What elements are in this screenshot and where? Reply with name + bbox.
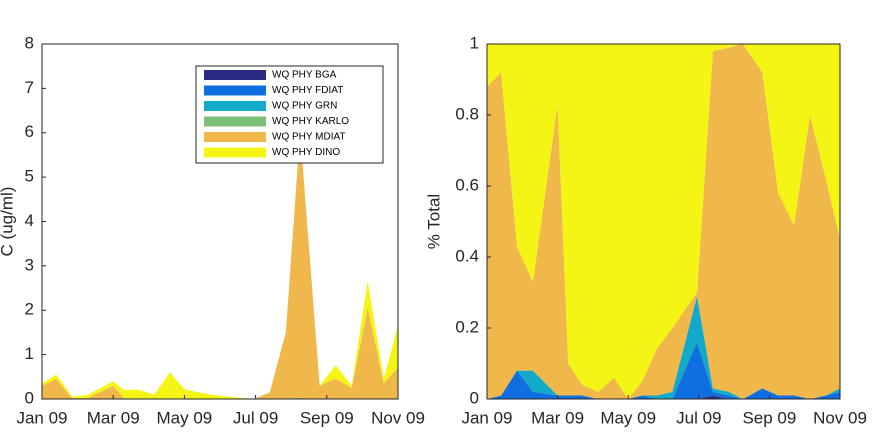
y-tick-label: 8: [25, 33, 34, 52]
legend-swatch: [204, 147, 266, 158]
y-axis-label: C (ug/ml): [0, 187, 16, 257]
subplot: 0 0.2 0.4 0.6 0.8 1 Jan 09 Mar 09 May 09 Jul 09 Se…: [424, 33, 866, 427]
legend-swatch: [204, 101, 266, 111]
y-tick-label: 0: [470, 388, 479, 407]
legend-box: [195, 65, 384, 164]
axes-box: [486, 43, 841, 400]
y-tick-label: 3: [25, 255, 34, 274]
x-tick-label: Nov 09: [371, 408, 425, 427]
x-tick-label: Jul 09: [233, 408, 278, 427]
y-tick-label: 0.2: [455, 317, 479, 336]
area: [42, 131, 398, 400]
x-tick-label: Nov 09: [813, 408, 867, 427]
area: [487, 44, 840, 399]
legend-label: WQ PHY BGA: [272, 70, 337, 81]
legend-label: WQ PHY GRN: [272, 101, 337, 112]
y-tick-label: 4: [25, 211, 34, 230]
legend-label: WQ PHY DINO: [272, 147, 340, 158]
legend-swatch: [204, 132, 266, 142]
area: [487, 342, 840, 399]
legend-swatch: [204, 70, 266, 80]
y-tick-label: 0: [25, 388, 34, 407]
y-tick-label: 7: [25, 78, 34, 97]
x-tick-label: Sep 09: [300, 408, 354, 427]
y-tick-label: 1: [25, 344, 34, 363]
legend-label: WQ PHY MDIAT: [272, 132, 346, 143]
x-tick-label: May 09: [157, 408, 213, 427]
y-tick-label: 1: [470, 33, 479, 52]
subplot: 0 1 2 3 4 5 6 7 8 Jan 09 Mar 09 May 09 Jul 09 Sep 09 N…: [0, 33, 425, 427]
area: [42, 131, 398, 400]
y-tick-label: 0.8: [455, 104, 479, 123]
y-tick-label: 2: [25, 300, 34, 319]
y-tick-label: 0.6: [455, 175, 479, 194]
x-tick-label: Jul 09: [676, 408, 721, 427]
x-tick-label: Sep 09: [742, 408, 796, 427]
x-tick-label: Mar 09: [87, 408, 140, 427]
legend-label: WQ PHY KARLO: [272, 116, 349, 127]
legend: WQ PHY BGA WQ PHY FDIAT WQ PHY GRN WQ PHY K…: [195, 65, 384, 164]
area: [487, 44, 840, 399]
legend-label: WQ PHY FDIAT: [272, 85, 343, 96]
y-tick-label: 0.4: [455, 246, 479, 265]
x-tick-label: May 09: [600, 408, 656, 427]
y-axis-label: % Total: [424, 194, 443, 249]
x-tick-label: Mar 09: [531, 408, 584, 427]
x-tick-label: Jan 09: [461, 408, 512, 427]
y-tick-label: 5: [25, 167, 34, 186]
y-tick-label: 6: [25, 122, 34, 141]
x-tick-label: Jan 09: [16, 408, 67, 427]
legend-swatch: [204, 85, 266, 96]
legend-swatch: [204, 116, 266, 127]
